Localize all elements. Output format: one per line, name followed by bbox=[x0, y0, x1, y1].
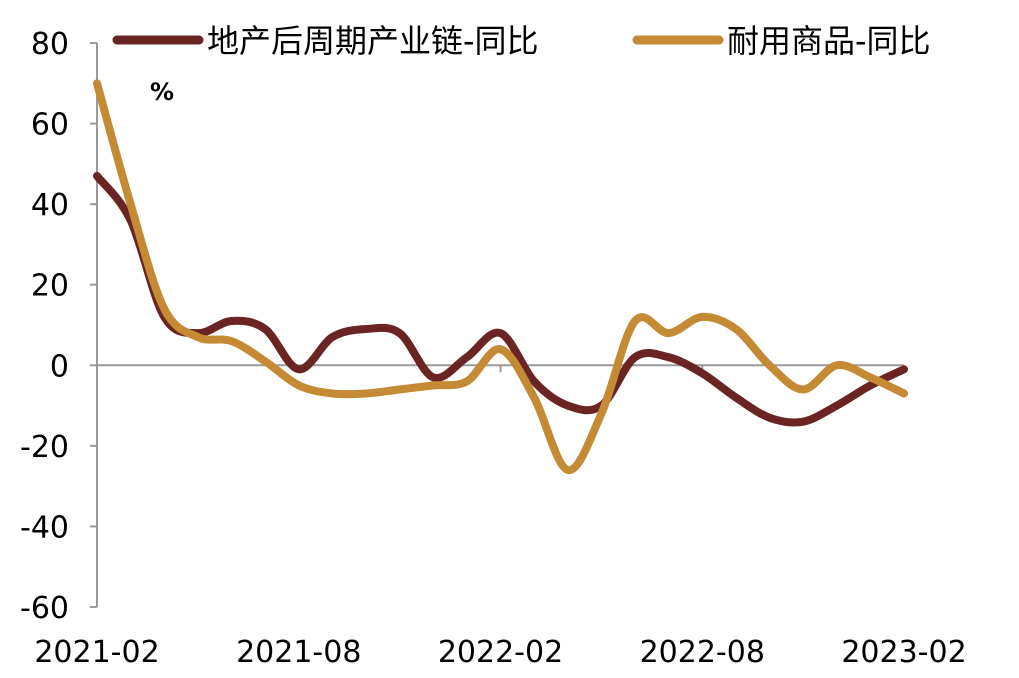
x-tick-label: 2022-08 bbox=[640, 635, 765, 670]
series-line-2 bbox=[93, 79, 908, 474]
y-tick-label: -40 bbox=[20, 510, 69, 545]
series-line-1 bbox=[93, 171, 908, 427]
y-tick-label: 80 bbox=[31, 27, 69, 62]
series-lines bbox=[93, 79, 908, 474]
x-tick-label: 2023-02 bbox=[841, 635, 966, 670]
x-tick-label: 2021-02 bbox=[34, 635, 159, 670]
unit-label: % bbox=[150, 78, 174, 106]
y-tick-label: 0 bbox=[50, 349, 69, 384]
y-tick-label: 40 bbox=[31, 188, 69, 223]
axes: -60 -40 -20 0 20 40 60 80 2021-02 2021-08 2022-02 2… bbox=[20, 27, 967, 670]
x-tick-label: 2022-02 bbox=[438, 635, 563, 670]
x-tick-label: 2021-08 bbox=[236, 635, 361, 670]
legend-label-1: 地产后周期产业链-同比 bbox=[207, 22, 539, 60]
y-tick-label: -60 bbox=[20, 591, 69, 626]
y-tick-label: -20 bbox=[20, 430, 69, 465]
y-tick-label: 60 bbox=[31, 108, 69, 143]
legend: 地产后周期产业链-同比 耐用商品-同比 bbox=[112, 22, 931, 60]
y-tick-label: 20 bbox=[31, 269, 69, 304]
legend-label-2: 耐用商品-同比 bbox=[727, 22, 931, 60]
